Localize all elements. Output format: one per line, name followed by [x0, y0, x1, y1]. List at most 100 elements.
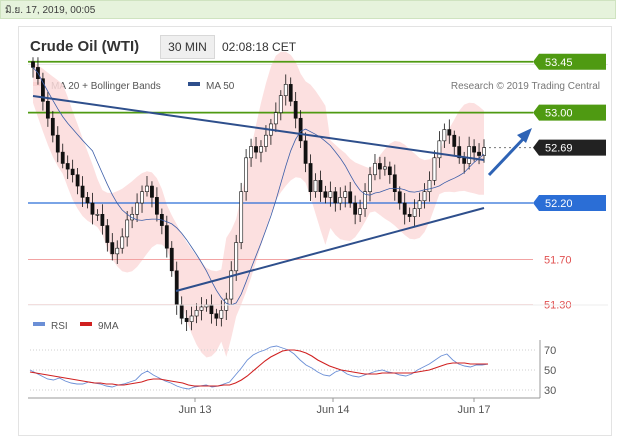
rsi-line [29, 345, 489, 390]
candle-body [65, 163, 70, 170]
candle-body [110, 242, 115, 255]
candle-body [358, 208, 362, 215]
candle-body [288, 84, 293, 102]
candle-body [273, 112, 278, 125]
x-tick-label: Jun 17 [457, 404, 490, 416]
ma50-legend-label: MA 50 [206, 81, 235, 92]
candle-body [397, 191, 402, 204]
candle-body [115, 247, 120, 255]
candle-body [70, 168, 75, 176]
candle-body [155, 197, 159, 215]
candle-body [442, 129, 447, 142]
candle-body [407, 214, 412, 217]
candle-body [402, 202, 407, 215]
x-axis-labels: Jun 13 Jun 14 Jun 17 [178, 398, 491, 416]
candle-body [477, 151, 481, 156]
level-tags: 53.45 53.00 52.69 52.20 51.70 51.30 [533, 53, 606, 312]
candle-body [50, 117, 55, 136]
candle-body [368, 174, 372, 193]
timestamp: มิ.ย. 17, 2019, 00:05 [5, 5, 96, 16]
instrument-title: Crude Oil (WTI) [30, 38, 140, 55]
candle-body [199, 306, 204, 311]
candle-body [293, 101, 298, 119]
candle-body [472, 146, 476, 153]
level-tag-53.00 [533, 104, 606, 121]
candle-body [214, 313, 219, 319]
rsi-ma-legend-label: 9MA [98, 321, 119, 332]
candle-body [164, 225, 169, 249]
candle-body [105, 225, 110, 243]
candle-body [189, 315, 194, 322]
level-label-51.30: 51.30 [544, 300, 572, 312]
level-tag-text-52.20: 52.20 [545, 198, 573, 210]
timeframe-button[interactable]: 30 MIN [160, 35, 215, 59]
ma20-legend-label: MA 20 + Bollinger Bands [51, 81, 161, 92]
ma50-line [32, 67, 485, 306]
candle-body [447, 129, 452, 136]
candle-body [278, 95, 283, 113]
support-trendline [175, 207, 485, 292]
level-label-51.70: 51.70 [544, 255, 572, 267]
level-tag-text-52.69: 52.69 [545, 143, 573, 155]
candle-body [259, 146, 263, 153]
candle-body [378, 163, 382, 170]
candle-body [31, 61, 35, 68]
rsi-ma-legend-swatch [80, 322, 92, 326]
candle-body [219, 310, 224, 319]
candle-body [249, 146, 253, 159]
candle-body [100, 214, 105, 226]
candle-body [363, 191, 367, 209]
candle-body [482, 147, 486, 156]
candle-body [184, 317, 189, 322]
candle-body [80, 185, 85, 198]
candle-body [412, 208, 417, 217]
header-divider [28, 64, 608, 65]
candle-body [343, 191, 348, 198]
candle-body [323, 191, 328, 198]
rsi-ma-line [29, 349, 488, 387]
rsi-panel: 30 50 70 [29, 345, 556, 397]
projection-arrow-head [517, 128, 532, 143]
candle-body [353, 202, 358, 215]
level-tag-text-53.00: 53.00 [545, 108, 573, 120]
candle-body [55, 134, 60, 153]
candle-body [373, 163, 377, 176]
candle-body [85, 197, 90, 204]
timestamp-bar: มิ.ย. 17, 2019, 00:05 [0, 0, 616, 19]
candle-body [318, 180, 323, 192]
rsi-tick-label: 50 [544, 365, 556, 377]
level-tag-52.69 [533, 139, 606, 156]
rsi-tick-label: 30 [544, 385, 556, 397]
candle-body [308, 163, 313, 192]
candle-body [328, 191, 333, 198]
candle-body [90, 202, 95, 215]
candle-body [452, 134, 457, 147]
x-tick-label: Jun 14 [316, 404, 349, 416]
candle-body [392, 174, 397, 193]
level-tag-53.45 [533, 53, 606, 70]
candle-body [437, 140, 442, 159]
bollinger-band [33, 51, 484, 358]
candle-body [135, 202, 139, 215]
candle-body [333, 191, 338, 204]
candle-body [179, 304, 184, 319]
candle-body [120, 236, 125, 249]
level-tag-52.20 [533, 195, 606, 211]
candle-body [382, 166, 387, 170]
candle-body [348, 191, 353, 204]
candle-body [194, 310, 199, 317]
candle-body [239, 191, 244, 243]
candle-body [427, 180, 432, 192]
candle-body [125, 219, 130, 238]
candle-body [150, 185, 154, 198]
projection-arrow [487, 134, 528, 177]
credit-text: Research © 2019 Trading Central [451, 81, 600, 92]
candle-body [283, 84, 288, 96]
candle-body [234, 242, 239, 272]
candle-body [229, 270, 234, 300]
candle-body [209, 304, 214, 315]
candle-body [244, 157, 249, 193]
candle-body [387, 166, 392, 176]
candle-body [417, 200, 422, 209]
